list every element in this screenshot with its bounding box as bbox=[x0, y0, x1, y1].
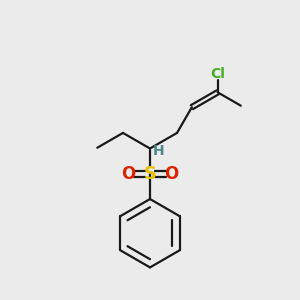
Text: O: O bbox=[122, 165, 136, 183]
Text: H: H bbox=[153, 144, 165, 158]
Text: O: O bbox=[164, 165, 178, 183]
Text: Cl: Cl bbox=[210, 68, 225, 82]
Text: S: S bbox=[143, 165, 157, 183]
